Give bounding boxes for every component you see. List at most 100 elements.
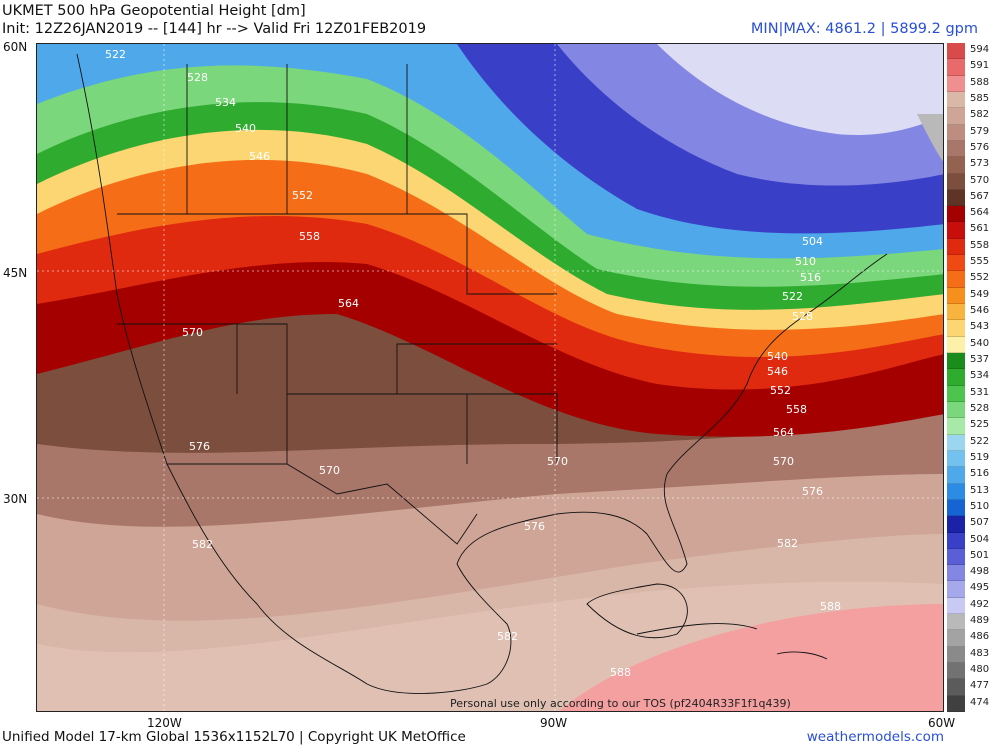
- coastline-main: [76, 53, 888, 694]
- legend-label: 582: [970, 109, 990, 121]
- min-max-readout: MIN|MAX: 4861.2 | 5899.2 gpm: [750, 21, 978, 37]
- legend-label: 531: [970, 386, 990, 398]
- legend-swatch: [947, 499, 965, 517]
- legend-row: 480: [947, 663, 1000, 680]
- legend-row: 501: [947, 548, 1000, 566]
- legend-swatch: [947, 565, 965, 582]
- legend-row: 576: [947, 140, 1000, 158]
- legend-swatch: [947, 663, 965, 680]
- legend-label: 525: [970, 419, 990, 431]
- contour-label: 558: [786, 403, 807, 416]
- contour-label: 564: [338, 297, 359, 310]
- legend-swatch: [947, 614, 965, 631]
- legend-row: 594: [947, 43, 1000, 60]
- contour-label: 540: [767, 350, 788, 363]
- contour-label: 576: [189, 440, 210, 453]
- legend-swatch: [947, 206, 965, 223]
- contour-labels: 522 528 534 540 546 552 558 564 570 576 …: [105, 48, 841, 679]
- color-legend: 594 591 588 585 582 579 576 573 570 567 564 561 558 5…: [947, 43, 1000, 712]
- legend-label: 585: [970, 92, 990, 104]
- legend-label: 480: [970, 664, 990, 676]
- legend-label: 561: [970, 223, 990, 235]
- legend-label: 534: [970, 370, 990, 382]
- legend-swatch: [947, 516, 965, 533]
- legend-label: 573: [970, 158, 990, 170]
- contour-label: 504: [802, 235, 823, 248]
- tos-notice: Personal use only according to our TOS (…: [450, 697, 791, 710]
- map-svg: 522 528 534 540 546 552 558 564 570 576 …: [37, 44, 943, 711]
- contour-label: 522: [782, 290, 803, 303]
- legend-swatch: [947, 108, 965, 125]
- legend-row: 483: [947, 646, 1000, 664]
- legend-label: 588: [970, 76, 990, 88]
- legend-label: 498: [970, 566, 990, 578]
- legend-label: 537: [970, 354, 990, 366]
- legend-row: 522: [947, 434, 1000, 451]
- legend-swatch: [947, 140, 965, 158]
- contour-label: 582: [777, 537, 798, 550]
- contour-label: 570: [319, 464, 340, 477]
- legend-label: 519: [970, 451, 990, 463]
- legend-row: 543: [947, 320, 1000, 337]
- legend-label: 510: [970, 500, 990, 512]
- contour-label: 558: [299, 230, 320, 243]
- legend-row: 513: [947, 483, 1000, 500]
- legend-swatch: [947, 189, 965, 207]
- legend-label: 555: [970, 256, 990, 268]
- legend-row: 567: [947, 189, 1000, 207]
- hispaniola-outline: [776, 651, 828, 660]
- model-credit: Unified Model 17-km Global 1536x1152L70 …: [2, 729, 466, 745]
- legend-label: 594: [970, 44, 990, 55]
- coastlines-borders: [76, 53, 888, 694]
- legend-label: 504: [970, 533, 990, 545]
- legend-row: 486: [947, 630, 1000, 647]
- contour-label: 510: [795, 255, 816, 268]
- cuba-outline: [636, 623, 758, 635]
- legend-swatch: [947, 271, 965, 288]
- map-title: UKMET 500 hPa Geopotential Height [dm]: [2, 3, 306, 19]
- legend-label: 591: [970, 60, 990, 72]
- legend-row: 582: [947, 108, 1000, 125]
- contour-label: 588: [610, 666, 631, 679]
- init-valid-time: Init: 12Z26JAN2019 -- [144] hr --> Valid…: [2, 21, 427, 37]
- legend-label: 507: [970, 517, 990, 529]
- legend-row: 561: [947, 222, 1000, 239]
- contour-label: 546: [249, 150, 270, 163]
- legend-row: 477: [947, 679, 1000, 696]
- legend-swatch: [947, 336, 965, 354]
- legend-label: 477: [970, 680, 990, 692]
- legend-row: 591: [947, 59, 1000, 76]
- contour-label: 570: [182, 326, 203, 339]
- legend-swatch: [947, 418, 965, 435]
- contour-label: 546: [767, 365, 788, 378]
- state-borders: [117, 323, 558, 464]
- contour-label: 564: [773, 426, 794, 439]
- contour-label: 582: [497, 630, 518, 643]
- legend-row: 495: [947, 581, 1000, 598]
- contour-label: 570: [547, 455, 568, 468]
- legend-row: 540: [947, 336, 1000, 354]
- legend-label: 579: [970, 125, 990, 137]
- legend-swatch: [947, 385, 965, 402]
- legend-label: 474: [970, 696, 990, 708]
- legend-swatch: [947, 157, 965, 174]
- band-591: [559, 604, 943, 711]
- legend-row: 504: [947, 532, 1000, 549]
- legend-swatch: [947, 124, 965, 141]
- legend-row: 570: [947, 173, 1000, 190]
- legend-swatch: [947, 238, 965, 256]
- legend-swatch: [947, 304, 965, 321]
- legend-swatch: [947, 483, 965, 500]
- site-link[interactable]: weathermodels.com: [806, 729, 944, 745]
- contour-label: 582: [192, 538, 213, 551]
- legend-row: 585: [947, 91, 1000, 109]
- legend-swatch: [947, 222, 965, 239]
- legend-label: 570: [970, 174, 990, 186]
- legend-label: 516: [970, 468, 990, 480]
- legend-swatch: [947, 646, 965, 664]
- contour-label: 522: [105, 48, 126, 61]
- legend-row: 492: [947, 597, 1000, 615]
- legend-swatch: [947, 630, 965, 647]
- lat-label-60n: 60N: [3, 40, 28, 54]
- legend-row: 546: [947, 304, 1000, 321]
